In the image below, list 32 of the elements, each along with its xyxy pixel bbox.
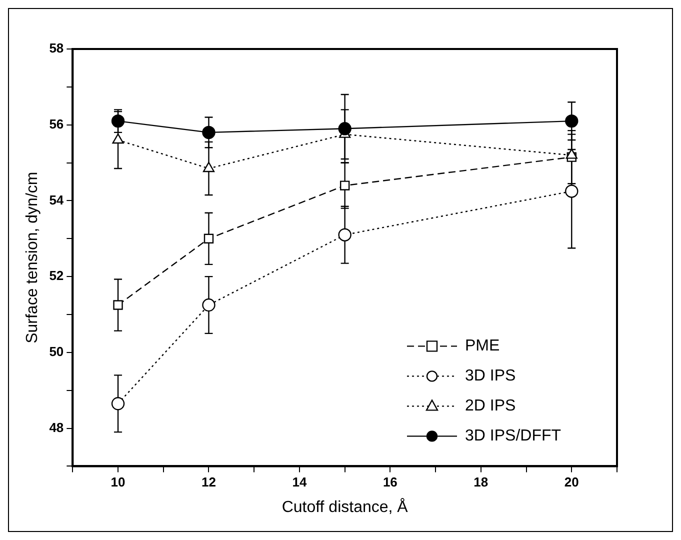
legend-label: 3D IPS/DFFT xyxy=(465,428,562,445)
y-tick-label: 50 xyxy=(49,344,64,359)
point xyxy=(338,228,352,242)
y-tick-label: 56 xyxy=(49,116,64,132)
y-tick-label: 52 xyxy=(49,268,64,284)
point xyxy=(113,300,123,310)
legend-label: PME xyxy=(465,338,500,355)
x-tick-label: 16 xyxy=(382,474,398,490)
y-tick-label: 54 xyxy=(49,192,64,208)
y-tick-label: 58 xyxy=(49,40,64,56)
x-tick-label: 14 xyxy=(292,474,308,490)
point xyxy=(340,180,350,190)
x-tick-label: 20 xyxy=(564,474,579,490)
point xyxy=(565,184,578,198)
legend-label: 2D IPS xyxy=(465,398,516,415)
point xyxy=(204,234,214,244)
x-tick-label: 10 xyxy=(110,474,126,490)
point xyxy=(202,298,216,312)
y-axis-title: Surface tension, dyn/cm xyxy=(24,172,42,344)
point xyxy=(202,162,215,172)
point xyxy=(111,397,125,410)
point xyxy=(566,148,578,159)
point xyxy=(202,126,216,140)
x-axis-title: Cutoff distance, Å xyxy=(282,498,408,516)
x-tick-label: 12 xyxy=(202,474,216,490)
legend-label: 3D IPS xyxy=(465,368,516,385)
point xyxy=(565,114,578,128)
point xyxy=(111,114,125,128)
point xyxy=(112,133,124,144)
y-tick-label: 48 xyxy=(49,420,64,435)
point xyxy=(338,122,352,136)
x-tick-label: 18 xyxy=(474,474,488,490)
